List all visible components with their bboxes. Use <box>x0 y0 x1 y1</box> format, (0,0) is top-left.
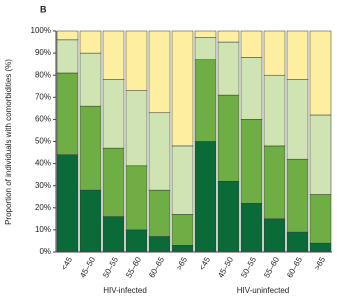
x-tick-label: 45–50 <box>78 255 97 279</box>
bar-segment <box>240 57 263 120</box>
bar-segment <box>217 94 240 182</box>
bar-segment <box>217 181 240 253</box>
x-tick-label: 45–50 <box>216 255 235 279</box>
bar-segment <box>171 145 194 215</box>
bar-segment <box>240 30 263 58</box>
y-axis-label: Proportion of individuals with comorbidi… <box>4 59 13 225</box>
bar-segment <box>148 30 171 114</box>
bar-segment <box>309 30 332 116</box>
bar-segment <box>171 214 194 246</box>
x-tick-label: <45 <box>197 255 212 272</box>
bar-segment <box>148 112 171 191</box>
y-tick-label: 80% <box>35 70 51 79</box>
bar-segment <box>125 165 148 231</box>
bar-segment <box>194 30 217 38</box>
x-tick-label: 55–60 <box>124 255 143 279</box>
bar-segment <box>56 72 79 156</box>
x-tick-label: 50–55 <box>239 255 258 279</box>
bar-segment <box>79 52 102 107</box>
bar-segment <box>286 79 309 160</box>
bar-segment <box>217 30 240 43</box>
x-tick-label: >65 <box>312 255 327 272</box>
y-tick-label: 40% <box>35 159 51 168</box>
y-tick-label: 0% <box>39 247 51 256</box>
bar-segment <box>102 147 125 217</box>
bar-segment <box>171 245 194 253</box>
bar-segment <box>263 145 286 220</box>
y-tick-label: 30% <box>35 181 51 190</box>
bar-segment <box>240 119 263 204</box>
bar-segment <box>240 203 263 253</box>
y-tick-label: 10% <box>35 225 51 234</box>
bar-segment <box>286 231 309 253</box>
bar-segment <box>56 39 79 74</box>
bar-segment <box>309 114 332 195</box>
bar-segment <box>286 158 309 233</box>
bar-segment <box>194 59 217 142</box>
bar-segment <box>125 229 148 253</box>
y-tick-label: 100% <box>31 26 51 35</box>
bar-segment <box>102 216 125 253</box>
y-tick-label: 60% <box>35 115 51 124</box>
bar-segment <box>148 189 171 237</box>
bar-segment <box>263 74 286 147</box>
bar-segment <box>194 37 217 60</box>
y-tick-label: 70% <box>35 92 51 101</box>
x-tick-label: 60–65 <box>147 255 166 279</box>
bar-segment <box>102 30 125 80</box>
x-tick-label: 50–55 <box>101 255 120 279</box>
x-tick-label: <45 <box>59 255 74 272</box>
panel-label: B <box>40 4 47 14</box>
bar-segment <box>171 30 194 147</box>
bar-segment <box>125 90 148 167</box>
bar-segment <box>148 236 171 253</box>
y-tick-label: 50% <box>35 137 51 146</box>
bar-segment <box>263 218 286 253</box>
x-tick-label: 60–65 <box>285 255 304 279</box>
bar-segment <box>309 194 332 244</box>
group-label: HIV-uninfected <box>237 286 289 295</box>
y-tick-label: 20% <box>35 203 51 212</box>
bar-segment <box>79 105 102 191</box>
bar-segment <box>125 30 148 91</box>
bar-segment <box>194 141 217 253</box>
bar-segment <box>56 30 79 41</box>
bar-segment <box>56 154 79 253</box>
group-label: HIV-infected <box>103 286 147 295</box>
bar-segment <box>309 242 332 253</box>
bar-segment <box>79 30 102 54</box>
bar-segment <box>286 30 309 80</box>
bar-segment <box>79 189 102 253</box>
bar-segment <box>217 41 240 96</box>
bar-segment <box>263 30 286 76</box>
x-tick-label: >65 <box>174 255 189 272</box>
x-tick-label: 55–60 <box>262 255 281 279</box>
bar-segment <box>102 79 125 149</box>
y-tick-label: 90% <box>35 48 51 57</box>
